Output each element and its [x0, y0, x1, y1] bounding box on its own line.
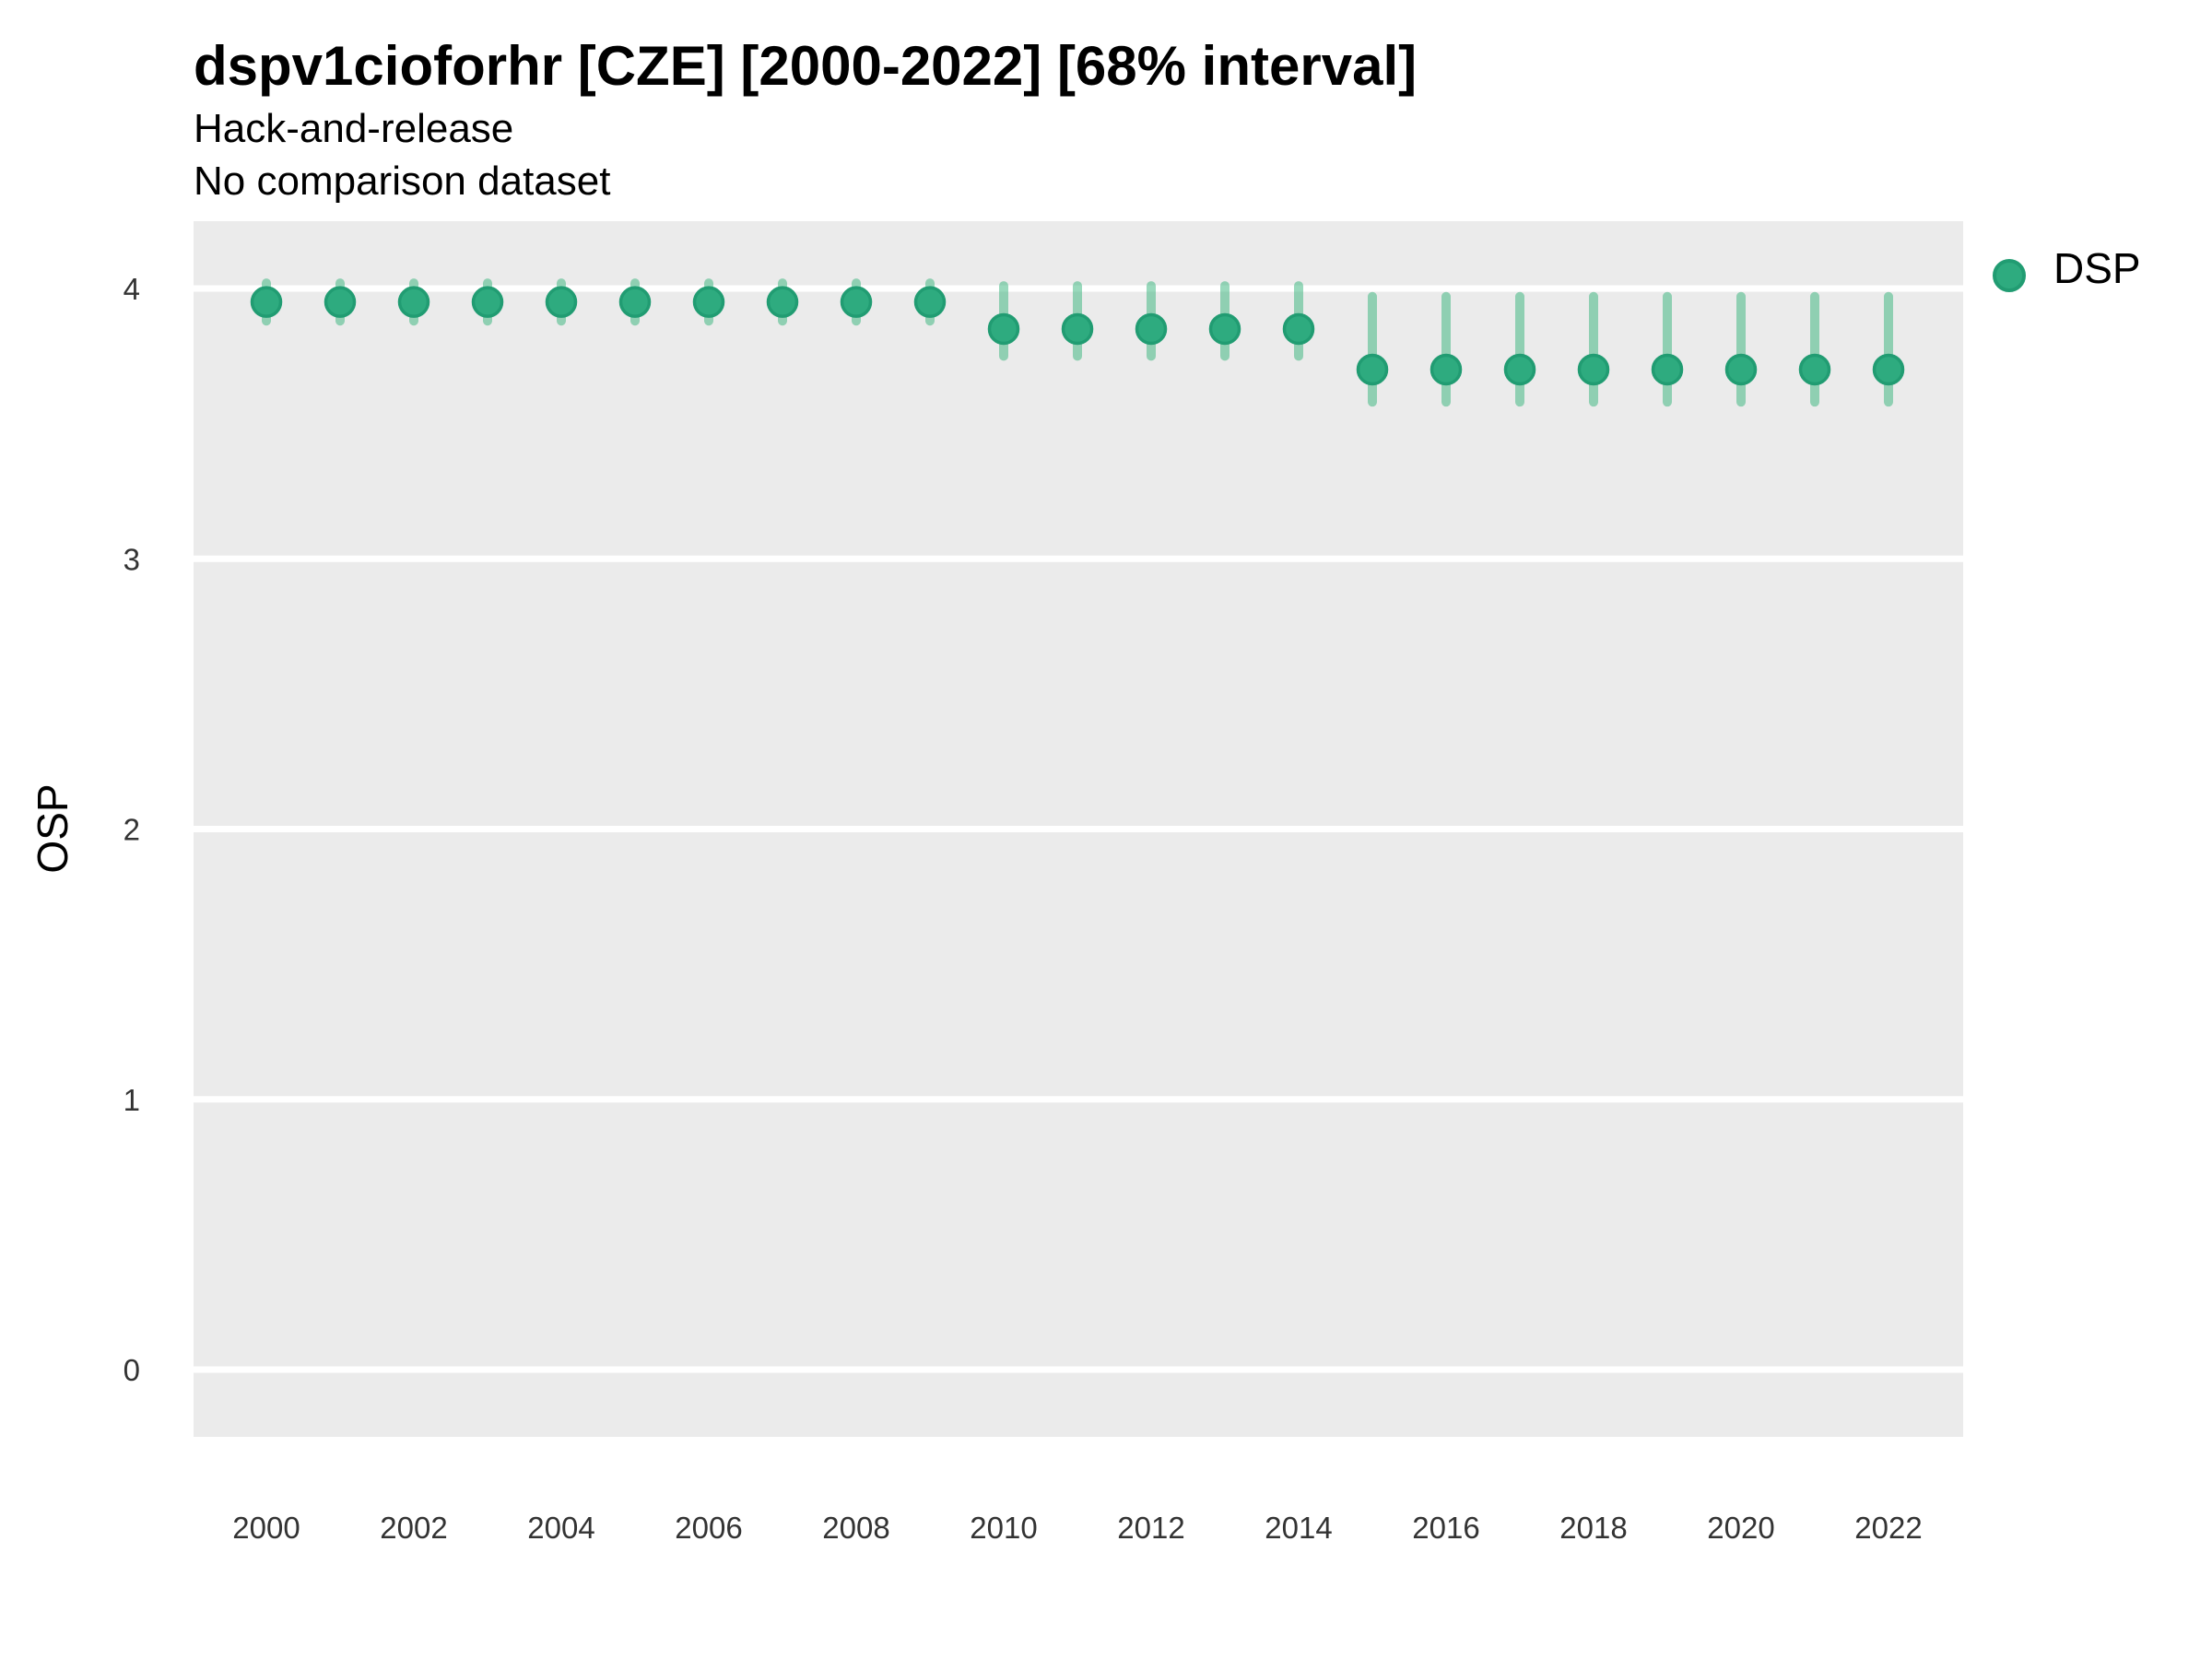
x-tick-label: 2006: [675, 1511, 742, 1545]
data-point-2008: [840, 286, 873, 318]
data-point-2019: [1651, 353, 1684, 386]
y-tick-label: 0: [124, 1353, 140, 1387]
data-point-2009: [913, 286, 947, 318]
data-point-2013: [1208, 312, 1241, 346]
data-point-2015: [1356, 353, 1389, 386]
chart-subtitle-line-1: Hack-and-release: [194, 106, 514, 151]
x-tick-label: 2004: [527, 1511, 594, 1545]
data-point-2004: [545, 286, 578, 318]
chart-subtitle: Hack-and-release No comparison dataset: [194, 102, 1668, 207]
x-tick-label: 2016: [1412, 1511, 1479, 1545]
data-point-2011: [1061, 312, 1094, 346]
data-point-2006: [692, 286, 725, 318]
x-tick-label: 2008: [822, 1511, 889, 1545]
data-point-2020: [1724, 353, 1758, 386]
chart-subtitle-line-2: No comparison dataset: [194, 159, 611, 204]
data-point-2010: [987, 312, 1020, 346]
data-point-2018: [1577, 353, 1610, 386]
data-point-2001: [324, 286, 357, 318]
data-point-2003: [471, 286, 504, 318]
y-tick-label: 1: [124, 1083, 140, 1117]
data-point-2016: [1430, 353, 1463, 386]
y-tick-label: 4: [124, 272, 140, 306]
legend: DSP: [1972, 241, 2203, 308]
data-point-2017: [1503, 353, 1536, 386]
data-point-2022: [1872, 353, 1905, 386]
x-tick-label: 2010: [970, 1511, 1037, 1545]
x-tick-label: 2002: [380, 1511, 447, 1545]
x-tick-label: 2018: [1559, 1511, 1627, 1545]
legend-label: DSP: [2053, 244, 2141, 292]
x-tick-label: 2022: [1854, 1511, 1922, 1545]
y-tick-label: 2: [124, 813, 140, 847]
y-tick-label: 3: [124, 542, 140, 576]
x-tick-label: 2012: [1117, 1511, 1184, 1545]
data-point-2005: [618, 286, 652, 318]
data-point-2014: [1282, 312, 1315, 346]
data-point-2000: [250, 286, 283, 318]
x-tick-label: 2000: [232, 1511, 300, 1545]
data-point-2002: [397, 286, 430, 318]
data-point-2012: [1135, 312, 1168, 346]
data-point-2007: [766, 286, 799, 318]
x-tick-label: 2014: [1265, 1511, 1332, 1545]
x-tick-label: 2020: [1707, 1511, 1774, 1545]
chart-title: dspv1cioforhr [CZE] [2000-2022] [68% int…: [194, 35, 1418, 97]
data-point-2021: [1798, 353, 1831, 386]
legend-point-icon: [1993, 259, 2026, 292]
y-axis-title: OSP: [29, 783, 76, 874]
